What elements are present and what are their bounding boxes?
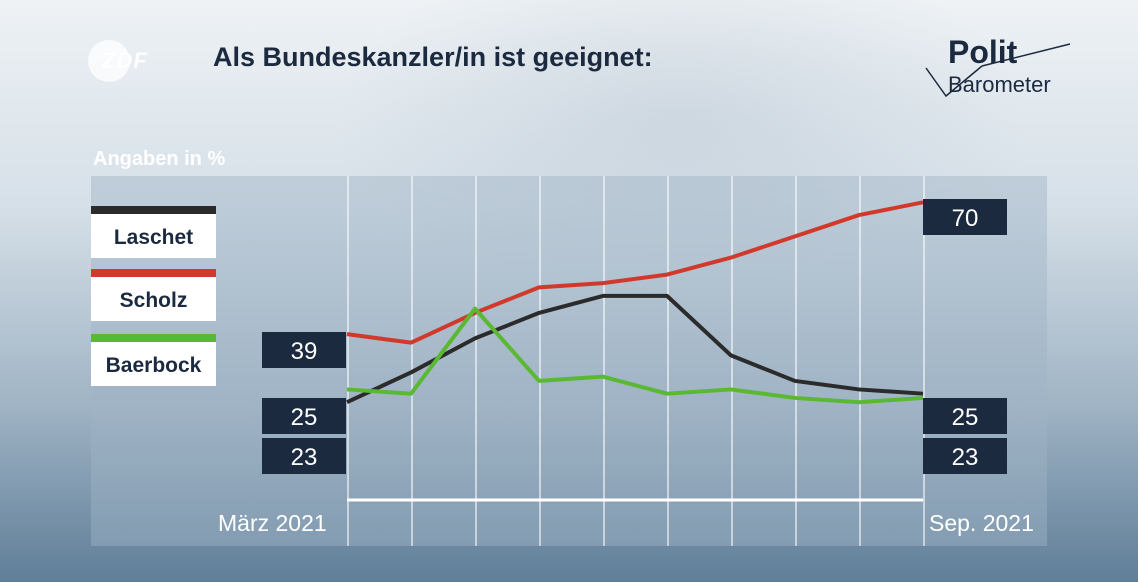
start-label-scholz-box xyxy=(262,332,346,368)
grid-line-5 xyxy=(667,176,669,546)
grid-line-7 xyxy=(795,176,797,546)
grid-line-0 xyxy=(347,176,349,546)
end-label-baerbock-box xyxy=(923,438,1007,474)
end-label-scholz-box xyxy=(923,199,1007,235)
chart-panel xyxy=(91,176,1047,546)
start-label-laschet-box xyxy=(262,398,346,434)
polit-word: Polit xyxy=(948,34,1018,70)
legend-label-laschet: Laschet xyxy=(113,226,194,249)
grid-line-9 xyxy=(923,176,925,546)
legend-label-scholz: Scholz xyxy=(119,289,188,312)
legend-swatch-scholz xyxy=(91,269,216,277)
grid-line-2 xyxy=(475,176,477,546)
legend-item-scholz: Scholz xyxy=(91,269,216,321)
end-label-laschet: 25 xyxy=(952,404,979,431)
x-axis-end-label: Sep. 2021 xyxy=(929,510,1034,536)
x-axis-start-label: März 2021 xyxy=(218,510,327,536)
legend-swatch-baerbock xyxy=(91,334,216,342)
series-line-scholz xyxy=(346,200,924,345)
grid-line-3 xyxy=(539,176,541,546)
end-label-scholz: 70 xyxy=(952,205,979,232)
start-label-laschet: 25 xyxy=(291,404,318,431)
start-label-scholz: 39 xyxy=(291,338,318,365)
grid-line-1 xyxy=(411,176,413,546)
grid-line-4 xyxy=(603,176,605,546)
legend-item-laschet: Laschet xyxy=(91,206,216,258)
chart-title: Als Bundeskanzler/in ist geeignet: xyxy=(213,42,653,72)
politbarometer-logo: Polit Barometer xyxy=(922,30,1082,100)
end-label-baerbock: 23 xyxy=(952,444,979,471)
start-label-baerbock-box xyxy=(262,438,346,474)
series-line-laschet xyxy=(346,293,924,405)
background-reichstag xyxy=(330,0,1030,300)
legend-item-baerbock: Baerbock xyxy=(91,334,216,386)
unit-label: Angaben in % xyxy=(93,148,226,170)
zdf-logo-circle xyxy=(88,40,130,82)
legend-swatch-laschet xyxy=(91,206,216,214)
start-label-baerbock: 23 xyxy=(291,444,318,471)
end-label-laschet-box xyxy=(923,398,1007,434)
grid-line-6 xyxy=(731,176,733,546)
grid-line-8 xyxy=(859,176,861,546)
checkmark-icon xyxy=(925,43,1071,98)
legend-label-baerbock: Baerbock xyxy=(105,354,202,377)
barometer-word: Barometer xyxy=(948,72,1051,97)
zdf-logo: ZDF xyxy=(88,40,166,82)
zdf-logo-text: ZDF xyxy=(102,48,148,73)
series-line-baerbock xyxy=(346,306,924,405)
